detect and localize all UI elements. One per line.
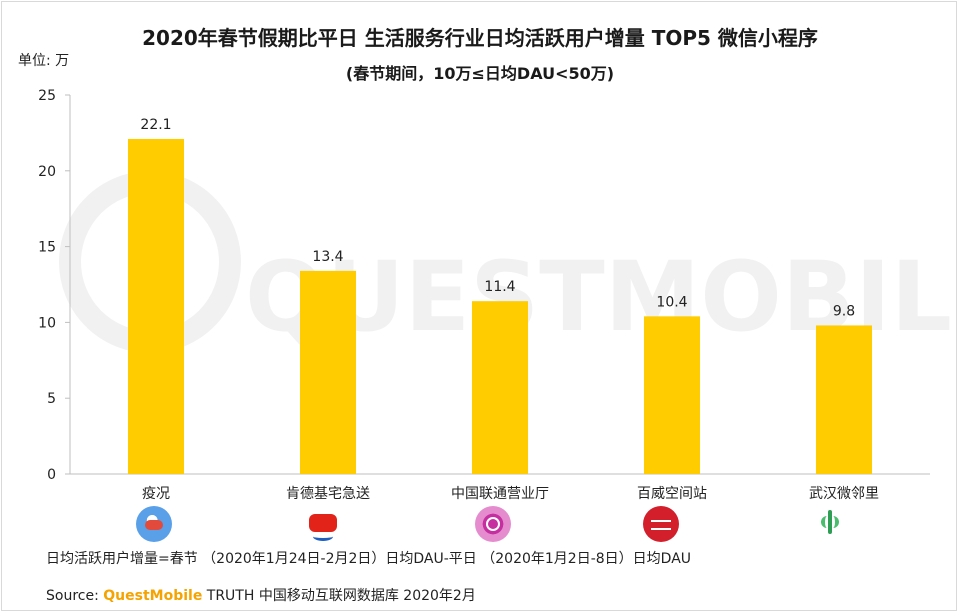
bar — [472, 301, 528, 474]
y-tick-label: 5 — [47, 391, 56, 407]
budweiser-app-icon — [643, 506, 679, 542]
kfc-app-icon — [305, 506, 341, 542]
y-tick-label: 15 — [38, 240, 56, 256]
bar-value-label: 9.8 — [833, 303, 855, 319]
source-brand: QuestMobile — [103, 588, 203, 604]
y-tick-label: 10 — [38, 315, 56, 331]
epidemic-app-icon — [136, 506, 172, 542]
unicom-app-icon — [475, 506, 511, 542]
x-category-label: 疫况 — [142, 486, 170, 502]
chart-subtitle: (春节期间，10万≤日均DAU<50万) — [345, 64, 615, 83]
chart-title: 2020年春节假期比平日 生活服务行业日均活跃用户增量 TOP5 微信小程序 — [142, 26, 818, 50]
wuhan-neighbor-app-icon — [812, 506, 848, 542]
y-tick-label: 25 — [38, 88, 56, 104]
bar — [816, 325, 872, 474]
bar — [128, 138, 184, 475]
y-axis-unit: 单位: 万 — [18, 53, 70, 69]
footnote: 日均活跃用户增量=春节 （2020年1月24日-2月2日）日均DAU-平日 （2… — [46, 551, 692, 567]
y-tick-label: 20 — [38, 164, 56, 180]
y-axis: 0 5 10 15 20 25 — [38, 88, 930, 483]
source-prefix: Source: — [46, 588, 99, 604]
y-tick-label: 0 — [47, 467, 56, 483]
bar — [300, 270, 356, 474]
source-line: Source: QuestMobile TRUTH 中国移动互联网数据库 202… — [46, 585, 476, 605]
x-category-label: 中国联通营业厅 — [451, 486, 549, 502]
bar-value-label: 10.4 — [656, 294, 687, 310]
source-rest: TRUTH 中国移动互联网数据库 2020年2月 — [206, 588, 476, 604]
x-category-label: 肯德基宅急送 — [286, 485, 370, 502]
bar-value-label: 13.4 — [312, 249, 343, 265]
bar-value-label: 22.1 — [140, 117, 171, 133]
bars: 22.1 疫况 13.4 肯德基宅急送 11.4 中国联通营业厅 10.4 百威空间站 9.8 武… — [128, 117, 879, 502]
x-category-label: 武汉微邻里 — [809, 486, 879, 502]
x-category-label: 百威空间站 — [637, 486, 707, 502]
bar — [644, 316, 700, 474]
bar-value-label: 11.4 — [484, 279, 515, 295]
